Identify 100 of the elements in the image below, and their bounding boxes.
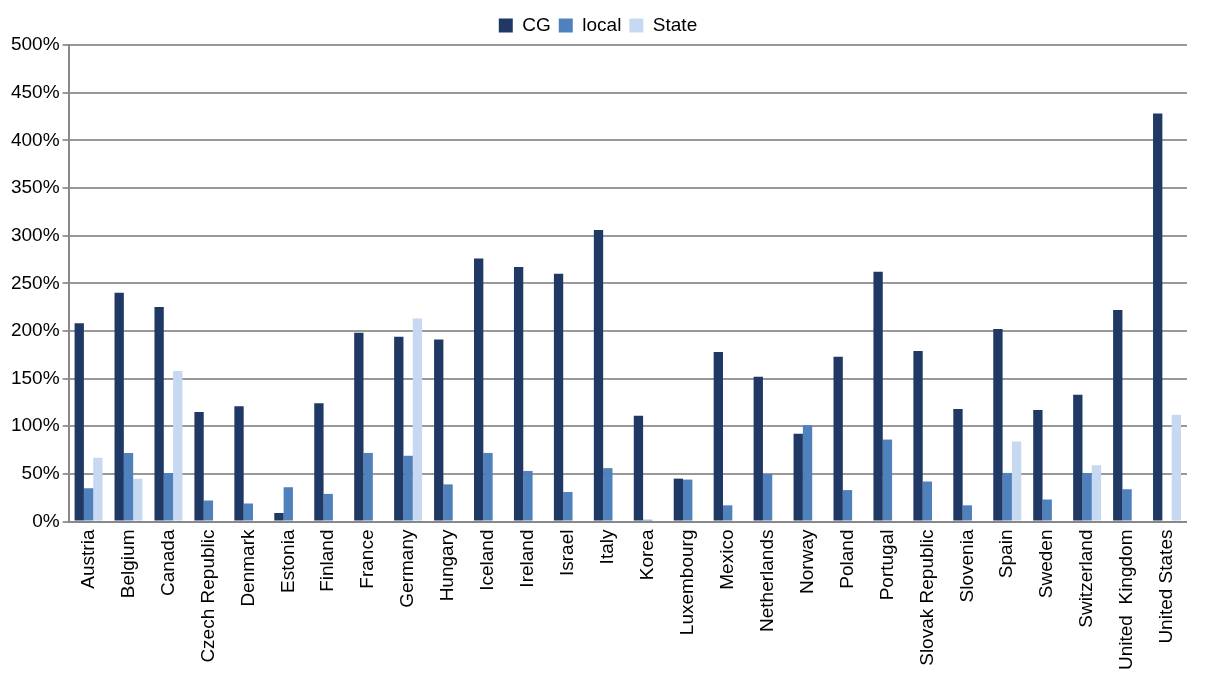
bar <box>683 479 693 521</box>
bar <box>1011 441 1022 521</box>
x-tick-label: Czech Republic <box>196 529 218 663</box>
legend-label: CG <box>522 13 551 35</box>
bar <box>753 376 763 521</box>
x-tick-label: Spain <box>995 529 1017 579</box>
bar <box>443 484 453 521</box>
bar <box>513 267 524 521</box>
y-tick-label: 200% <box>10 319 60 341</box>
bar <box>114 292 124 521</box>
bar <box>762 473 773 521</box>
bar <box>1113 309 1123 521</box>
x-tick-label: Portugal <box>875 529 897 601</box>
y-tick-label: 500% <box>10 33 60 55</box>
x-tick-label: Netherlands <box>755 529 777 632</box>
x-tick-label: Norway <box>795 529 817 594</box>
bar <box>403 455 413 521</box>
bar <box>633 415 644 521</box>
bar <box>1082 472 1092 521</box>
bar <box>163 472 174 521</box>
bar <box>593 229 604 521</box>
legend-label: State <box>652 13 698 35</box>
bar <box>1153 113 1163 521</box>
x-tick-label: Belgium <box>116 529 138 599</box>
x-tick-label: Luxembourg <box>675 529 697 636</box>
y-tick-label: 0% <box>32 509 60 531</box>
bar <box>323 493 333 521</box>
bar <box>793 433 803 521</box>
y-tick-label: 400% <box>10 128 60 150</box>
x-tick-label: Canada <box>156 529 178 597</box>
bar <box>842 490 853 521</box>
bar <box>123 452 134 521</box>
bar <box>953 409 963 521</box>
bar <box>1091 465 1102 521</box>
bar <box>154 307 164 521</box>
bar <box>722 505 733 521</box>
y-tick-label: 150% <box>10 366 60 388</box>
bar <box>882 439 893 521</box>
bar <box>474 258 484 521</box>
bar <box>873 271 883 521</box>
bar <box>74 323 84 521</box>
bar <box>83 488 94 521</box>
bar <box>354 332 364 521</box>
y-tick-label: 300% <box>10 223 60 245</box>
bar <box>913 350 923 521</box>
bar <box>1042 499 1052 521</box>
x-tick-label: Estonia <box>276 529 298 593</box>
bar <box>203 500 214 521</box>
bar <box>394 336 404 521</box>
x-tick-label: Mexico <box>715 529 737 590</box>
bar <box>802 425 813 521</box>
x-tick-label: Switzerland <box>1075 529 1097 628</box>
y-tick-label: 50% <box>21 462 60 484</box>
bar <box>483 452 493 521</box>
y-tick-label: 350% <box>10 176 60 198</box>
bar <box>922 481 933 521</box>
x-tick-label: Germany <box>396 529 418 608</box>
bar <box>314 403 324 521</box>
bar <box>673 478 684 521</box>
y-tick-label: 100% <box>10 414 60 436</box>
bar <box>243 503 253 521</box>
y-tick-label: 450% <box>10 80 60 102</box>
y-tick-label: 250% <box>10 271 60 293</box>
x-tick-label: Slovenia <box>955 529 977 603</box>
bar <box>283 487 293 521</box>
bar <box>603 468 613 521</box>
x-tick-label: Finland <box>316 529 338 592</box>
bar <box>234 406 244 521</box>
bar <box>1073 394 1083 521</box>
x-tick-label: Iceland <box>476 529 498 591</box>
x-tick-label: Poland <box>835 529 857 589</box>
bar <box>194 411 204 521</box>
bar <box>1171 414 1181 521</box>
bar <box>412 318 423 521</box>
x-tick-label: Austria <box>76 529 98 589</box>
bar <box>363 452 373 521</box>
x-tick-label: United States <box>1155 529 1177 644</box>
bar <box>93 457 103 521</box>
bar <box>434 339 444 521</box>
x-tick-label: Israel <box>556 529 578 576</box>
bar <box>523 471 533 521</box>
x-tick-label: Denmark <box>236 529 258 607</box>
bar <box>553 273 564 521</box>
bar <box>274 512 284 521</box>
bar <box>993 329 1003 521</box>
bar <box>833 356 843 521</box>
bar <box>563 491 573 521</box>
bar <box>1002 472 1012 521</box>
x-tick-label: France <box>356 529 378 589</box>
bar <box>173 370 183 521</box>
bar <box>133 478 143 521</box>
bar <box>1033 410 1043 521</box>
x-tick-label: Hungary <box>436 529 458 602</box>
x-tick-label: Italy <box>596 529 618 565</box>
legend-label: local <box>582 13 622 35</box>
x-tick-label: Sweden <box>1035 529 1057 599</box>
x-tick-label: United Kingdom <box>1115 529 1137 670</box>
bar <box>713 351 723 521</box>
x-tick-label: Ireland <box>516 529 538 588</box>
bar <box>962 505 972 521</box>
